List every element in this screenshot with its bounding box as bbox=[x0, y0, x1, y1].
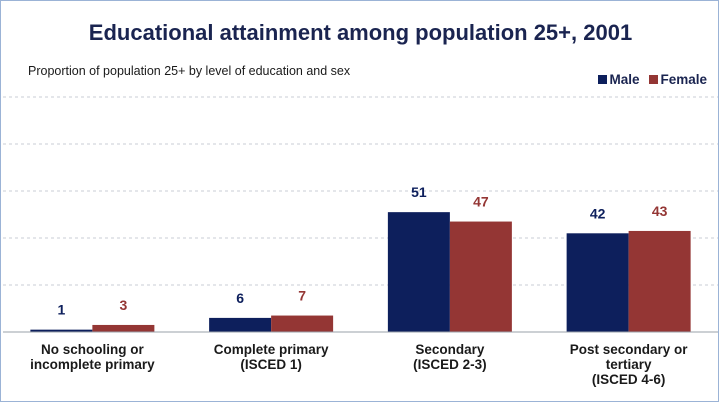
bar-male-2 bbox=[387, 212, 450, 332]
legend-swatch-female bbox=[649, 75, 659, 84]
data-label-female-3: 43 bbox=[652, 203, 668, 219]
data-label-male-1: 6 bbox=[236, 290, 244, 306]
data-label-female-0: 3 bbox=[119, 297, 127, 313]
chart-subtitle: Proportion of population 25+ by level of… bbox=[28, 64, 351, 78]
data-label-female-1: 7 bbox=[298, 288, 306, 304]
bar-female-1 bbox=[271, 315, 334, 332]
category-label-line: tertiary bbox=[606, 357, 652, 372]
category-label-line: (ISCED 1) bbox=[240, 357, 302, 372]
legend-label-male: Male bbox=[609, 72, 640, 87]
bar-male-3 bbox=[566, 233, 629, 332]
category-label-0: No schooling or incomplete primary bbox=[30, 342, 155, 372]
data-label-male-0: 1 bbox=[57, 302, 65, 318]
legend-item-female: Female bbox=[649, 72, 707, 87]
bar-female-2 bbox=[449, 221, 512, 332]
legend: Male Female bbox=[598, 72, 707, 87]
category-label-line: (ISCED 2-3) bbox=[413, 357, 487, 372]
chart-title: Educational attainment among population … bbox=[88, 20, 633, 45]
data-label-female-2: 47 bbox=[473, 194, 489, 210]
legend-item-male: Male bbox=[598, 72, 639, 87]
category-label-line: incomplete primary bbox=[30, 357, 155, 372]
category-label-line: Post secondary or bbox=[570, 342, 689, 357]
category-label-1: Complete primary (ISCED 1) bbox=[214, 342, 329, 372]
bar-female-3 bbox=[628, 230, 691, 332]
bar-male-1 bbox=[209, 317, 272, 332]
category-label-line: Secondary bbox=[415, 342, 485, 357]
legend-label-female: Female bbox=[660, 72, 707, 87]
category-label-3: Post secondary or tertiary (ISCED 4-6) bbox=[570, 342, 689, 387]
data-label-male-2: 51 bbox=[411, 184, 427, 200]
bar-male-0 bbox=[30, 329, 93, 332]
legend-swatch-male bbox=[598, 75, 608, 84]
category-label-line: Complete primary bbox=[214, 342, 329, 357]
category-label-2: Secondary (ISCED 2-3) bbox=[413, 342, 487, 372]
category-label-line: (ISCED 4-6) bbox=[592, 372, 666, 387]
data-label-male-3: 42 bbox=[590, 205, 606, 221]
bar-female-0 bbox=[92, 324, 155, 332]
category-label-line: No schooling or bbox=[41, 342, 144, 357]
